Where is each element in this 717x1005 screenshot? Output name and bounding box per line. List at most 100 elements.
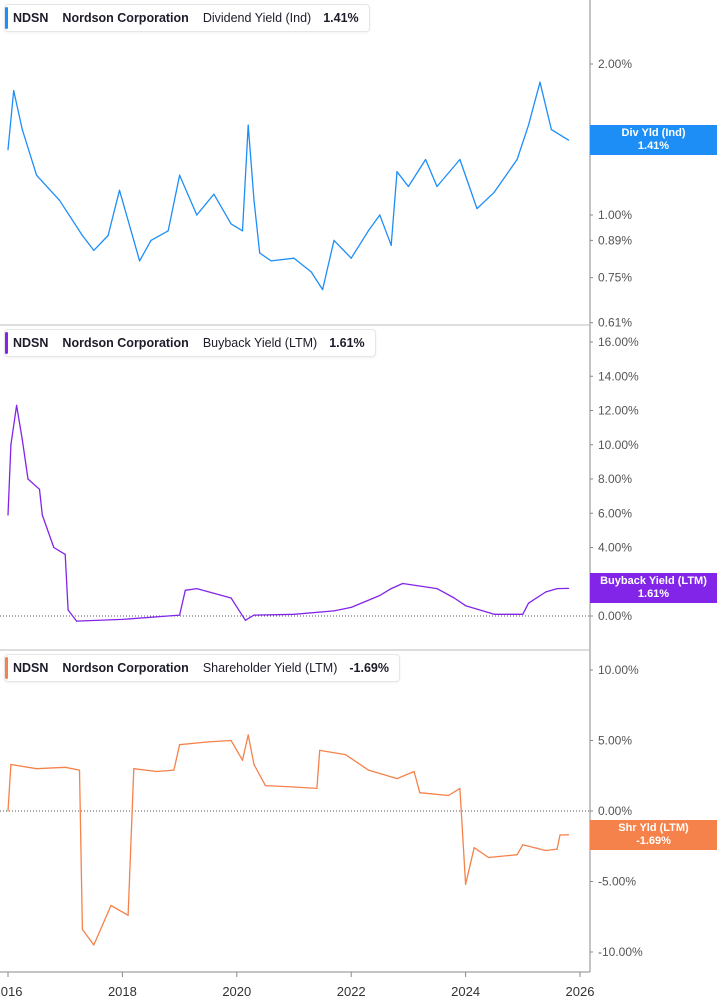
data-point (230, 597, 232, 599)
tag-label: Shr Yld (LTM) (618, 821, 689, 834)
legend-2: NDSN Nordson Corporation Shareholder Yield… (4, 654, 400, 682)
data-point (270, 260, 272, 262)
data-point (241, 759, 244, 761)
data-point (253, 199, 255, 201)
data-point (350, 606, 352, 609)
y-tick-label: 6.00% (598, 506, 632, 520)
data-point (293, 786, 295, 788)
legend-value: -1.69% (349, 661, 389, 675)
data-point (81, 234, 83, 237)
data-point (184, 589, 186, 591)
data-point (253, 763, 255, 766)
data-point (173, 769, 175, 771)
data-point (379, 214, 381, 216)
data-point (107, 234, 109, 237)
data-point (473, 847, 475, 849)
data-point (316, 787, 318, 790)
data-point (10, 444, 12, 446)
data-point (179, 614, 181, 616)
data-point (379, 594, 381, 597)
legend-color-bar (5, 7, 8, 29)
data-point (133, 768, 135, 770)
data-point (247, 734, 249, 736)
legend-metric: Dividend Yield (Ind) (202, 11, 312, 25)
y-tick-label: 5.00% (598, 734, 632, 748)
last-value-tag-0: Div Yld (Ind) 1.41% (590, 125, 717, 156)
data-point (567, 139, 570, 141)
legend-ticker: NDSN (13, 336, 49, 350)
y-tick-label: 14.00% (598, 369, 639, 383)
data-point (310, 271, 312, 273)
data-point (150, 239, 152, 241)
data-point (138, 260, 141, 262)
legend-value: 1.61% (329, 336, 365, 350)
data-point (396, 171, 398, 173)
data-point (319, 749, 321, 751)
legend-color-bar (5, 657, 8, 679)
last-value-tag-2: Shr Yld (LTM) -1.69% (590, 819, 717, 850)
data-point (465, 605, 467, 607)
y-tick-label: 0.61% (598, 316, 632, 330)
data-point (64, 553, 66, 555)
data-point (476, 207, 478, 210)
y-tick-label: 12.00% (598, 404, 639, 418)
data-point (367, 230, 369, 232)
data-point (179, 174, 181, 176)
data-point (567, 587, 570, 590)
tag-value: -1.69% (636, 834, 671, 847)
data-point (21, 128, 23, 131)
data-point (559, 834, 561, 836)
y-tick-label: 2.00% (598, 57, 632, 71)
data-point (179, 744, 181, 746)
data-point (247, 124, 249, 126)
data-point (493, 613, 495, 615)
y-tick-label: 0.00% (598, 804, 632, 818)
x-tick-label: 2022 (337, 984, 366, 999)
y-tick-label: 0.75% (598, 271, 632, 285)
legend-color-bar (5, 332, 8, 354)
data-point (93, 944, 95, 946)
data-point (244, 619, 246, 621)
legend-company: Nordson Corporation (62, 661, 189, 675)
y-tick-label: 10.00% (598, 663, 639, 677)
data-point (539, 81, 541, 83)
y-tick-label: 8.00% (598, 472, 632, 486)
data-point (527, 602, 530, 604)
data-point (41, 514, 43, 516)
legend-ticker: NDSN (13, 661, 49, 675)
y-tick-label: 10.00% (598, 438, 639, 452)
x-tick-label: 2016 (0, 984, 22, 999)
data-point (7, 514, 9, 516)
data-point (230, 223, 232, 225)
x-tick-label: 2018 (108, 984, 137, 999)
data-point (390, 244, 392, 246)
series-line-0 (7, 81, 569, 291)
data-point (556, 588, 558, 590)
data-point (459, 787, 461, 790)
data-point (545, 591, 547, 593)
data-point (413, 770, 415, 773)
data-point (350, 257, 352, 259)
tag-value: 1.61% (637, 588, 670, 601)
legend-1: NDSN Nordson Corporation Buyback Yield (LT… (4, 329, 376, 357)
data-point (259, 252, 261, 254)
data-point (110, 904, 112, 907)
data-point (522, 844, 524, 846)
data-point (419, 792, 421, 794)
data-point (38, 488, 41, 490)
y-tick-label: 4.00% (598, 541, 632, 555)
data-point (390, 588, 392, 590)
data-point (322, 289, 324, 291)
data-point (493, 191, 495, 193)
data-point (13, 90, 15, 92)
data-point (156, 770, 158, 773)
data-point (53, 546, 55, 549)
data-point (487, 856, 490, 859)
data-point (196, 214, 198, 216)
data-point (7, 810, 9, 812)
data-point (516, 158, 518, 161)
data-point (118, 189, 121, 191)
data-point (527, 124, 530, 126)
tag-value: 1.41% (637, 140, 670, 153)
data-point (396, 777, 398, 780)
